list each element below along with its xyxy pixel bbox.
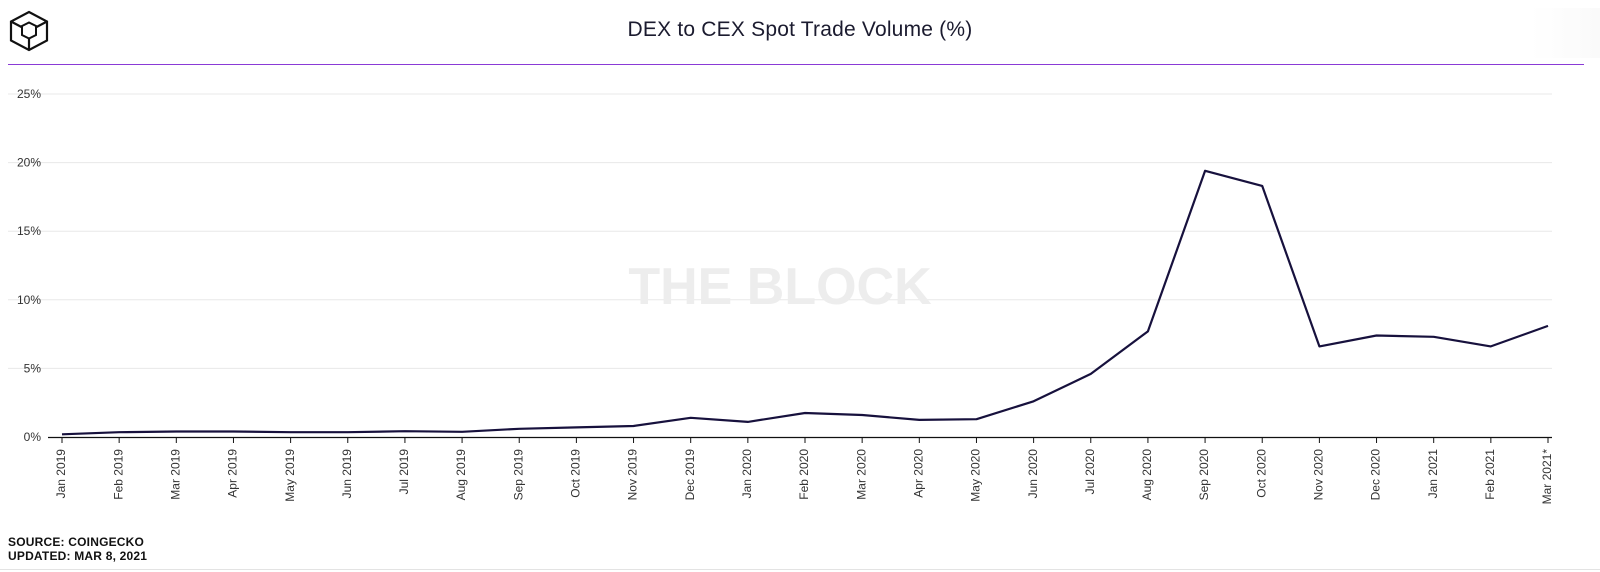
y-tick-label: 20% (17, 156, 41, 170)
x-tick-label: Sep 2020 (1197, 449, 1211, 501)
x-tick-label: Nov 2019 (626, 449, 640, 501)
x-tick-label: Aug 2020 (1140, 449, 1154, 501)
x-tick-label: Jan 2021 (1426, 449, 1440, 499)
x-tick-label: Apr 2020 (911, 449, 925, 498)
y-axis-ticks: 0% 5% 10% 15% 20% 25% (17, 87, 41, 444)
header-corner-fade (1530, 8, 1600, 58)
updated-label: UPDATED: MAR 8, 2021 (8, 549, 148, 563)
x-tick-label: Dec 2019 (683, 449, 697, 501)
chart-title: DEX to CEX Spot Trade Volume (%) (627, 18, 973, 41)
source-label: SOURCE: COINGECKO (8, 535, 145, 549)
chart-header: DEX to CEX Spot Trade Volume (%) (0, 0, 1600, 66)
footer-divider (0, 569, 1600, 570)
y-tick-label: 25% (17, 87, 41, 101)
x-tick-label: Jan 2019 (54, 449, 68, 499)
x-axis-ticks: Jan 2019 Feb 2019 Mar 2019 Apr 2019 May 2019… (54, 437, 1554, 504)
x-tick-label: May 2019 (283, 449, 297, 502)
the-block-cube-icon (9, 10, 49, 52)
x-tick-label: Feb 2021 (1483, 449, 1497, 500)
x-tick-label: Mar 2021* (1540, 449, 1554, 505)
x-tick-label: Sep 2019 (511, 449, 525, 501)
y-tick-label: 15% (17, 224, 41, 238)
y-tick-label: 0% (24, 430, 42, 444)
x-tick-label: Apr 2019 (226, 449, 240, 498)
x-tick-label: Nov 2020 (1312, 449, 1326, 501)
x-tick-label: Aug 2019 (454, 449, 468, 501)
x-tick-label: Dec 2020 (1369, 449, 1383, 501)
x-tick-label: Jun 2020 (1026, 449, 1040, 499)
y-tick-label: 10% (17, 293, 41, 307)
line-chart: THE BLOCK 0% 5% 10% 15% 20% 25% Jan 2019 Feb 2… (8, 87, 1554, 504)
y-tick-label: 5% (24, 361, 42, 375)
x-tick-label: Mar 2020 (854, 449, 868, 500)
header-divider (8, 64, 1584, 65)
x-tick-label: Feb 2019 (111, 449, 125, 500)
chart-footer: SOURCE: COINGECKO UPDATED: MAR 8, 2021 (8, 535, 147, 563)
x-tick-label: Jun 2019 (340, 449, 354, 499)
x-tick-label: Jul 2019 (397, 449, 411, 495)
x-tick-label: Mar 2019 (168, 449, 182, 500)
x-tick-label: Jan 2020 (740, 449, 754, 499)
x-tick-label: Oct 2019 (569, 449, 583, 498)
x-tick-label: Feb 2020 (797, 449, 811, 500)
x-tick-label: Jul 2020 (1083, 449, 1097, 495)
x-tick-label: May 2020 (969, 449, 983, 502)
series-line (61, 169, 1549, 436)
x-tick-label: Oct 2020 (1254, 449, 1268, 498)
watermark-text: THE BLOCK (628, 258, 932, 316)
grid-lines (8, 93, 1552, 369)
